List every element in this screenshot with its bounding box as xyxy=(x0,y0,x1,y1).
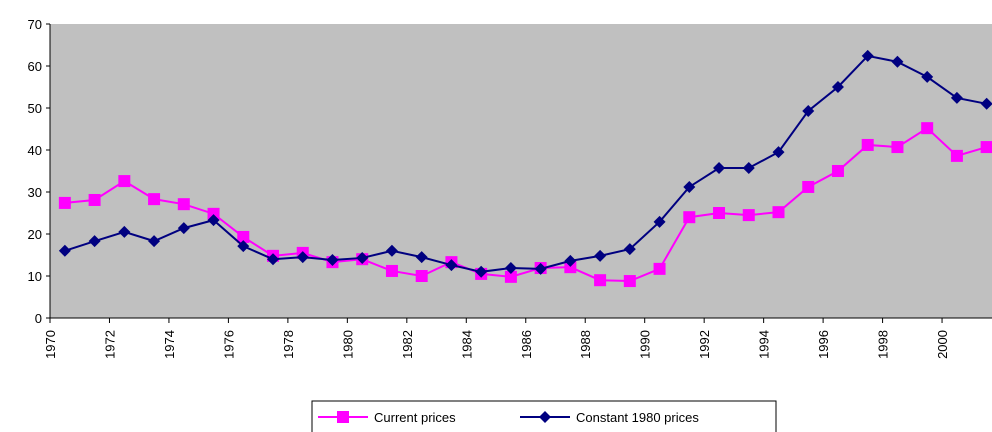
marker xyxy=(623,243,636,256)
legend-label: Current prices xyxy=(374,410,456,425)
marker xyxy=(683,211,696,224)
marker xyxy=(831,81,844,93)
series-line xyxy=(64,54,987,273)
marker xyxy=(415,270,428,282)
y-tick-label: 0 xyxy=(35,311,42,326)
marker xyxy=(177,198,190,211)
marker xyxy=(742,162,755,175)
legend: Current prices Constant 1980 prices xyxy=(311,400,777,432)
marker xyxy=(950,91,963,104)
x-tick-label: 2000 xyxy=(935,330,950,359)
marker xyxy=(237,230,250,243)
marker xyxy=(177,222,190,235)
x-tick-label: 1978 xyxy=(281,330,296,359)
x-tick-label: 1970 xyxy=(43,330,58,359)
marker xyxy=(296,251,309,264)
marker xyxy=(237,240,250,253)
x-tick-label: 1992 xyxy=(697,330,712,359)
y-tick-label: 50 xyxy=(28,101,42,116)
marker xyxy=(385,244,398,257)
x-tick-label: 1976 xyxy=(221,330,236,359)
marker xyxy=(415,251,428,264)
marker xyxy=(326,254,339,267)
marker xyxy=(891,141,904,154)
marker xyxy=(445,259,458,272)
legend-label: Constant 1980 prices xyxy=(576,410,699,425)
x-tick-label: 1972 xyxy=(102,330,117,359)
marker xyxy=(921,122,934,135)
marker xyxy=(118,225,131,238)
marker xyxy=(594,249,607,262)
marker xyxy=(653,262,666,275)
marker xyxy=(950,149,963,162)
marker xyxy=(207,214,220,227)
marker xyxy=(356,251,369,264)
marker xyxy=(88,235,101,248)
y-tick-label: 60 xyxy=(28,59,42,74)
y-tick-label: 30 xyxy=(28,185,42,200)
marker xyxy=(831,165,844,177)
marker xyxy=(861,49,874,62)
marker xyxy=(148,193,161,206)
marker xyxy=(772,146,785,159)
y-tick-label: 40 xyxy=(28,143,42,158)
marker xyxy=(742,209,755,222)
marker xyxy=(802,180,815,193)
marker xyxy=(891,55,904,68)
x-tick-label: 1974 xyxy=(162,330,177,359)
marker xyxy=(980,97,992,110)
marker xyxy=(861,138,874,151)
y-tick-label: 20 xyxy=(28,227,42,242)
marker xyxy=(713,162,726,175)
x-tick-label: 1994 xyxy=(757,330,772,359)
marker xyxy=(207,207,220,220)
marker xyxy=(534,262,547,275)
marker xyxy=(802,104,815,117)
marker xyxy=(267,253,280,266)
x-tick-label: 1998 xyxy=(876,330,891,359)
marker xyxy=(88,193,101,206)
marker xyxy=(564,254,577,267)
x-tick-label: 1986 xyxy=(519,330,534,359)
x-tick-label: 1982 xyxy=(400,330,415,359)
marker xyxy=(539,411,551,423)
marker xyxy=(58,244,71,257)
marker xyxy=(118,175,131,188)
x-tick-label: 1980 xyxy=(340,330,355,359)
x-tick-label: 1990 xyxy=(638,330,653,359)
marker xyxy=(713,207,726,219)
marker xyxy=(772,206,785,219)
marker xyxy=(148,235,161,248)
marker xyxy=(564,261,577,274)
marker xyxy=(594,274,607,287)
marker xyxy=(337,411,349,423)
marker xyxy=(623,275,636,288)
x-tick-label: 1988 xyxy=(578,330,593,359)
x-tick-label: 1996 xyxy=(816,330,831,359)
y-tick-label: 10 xyxy=(28,269,42,284)
x-tick-label: 1984 xyxy=(459,330,474,359)
marker xyxy=(683,180,696,193)
marker xyxy=(475,265,488,278)
marker xyxy=(921,70,934,83)
marker xyxy=(504,270,517,283)
marker xyxy=(58,196,71,209)
y-tick-label: 70 xyxy=(28,17,42,32)
marker xyxy=(385,264,398,277)
marker xyxy=(980,141,992,154)
marker xyxy=(504,262,517,275)
marker xyxy=(653,215,666,228)
